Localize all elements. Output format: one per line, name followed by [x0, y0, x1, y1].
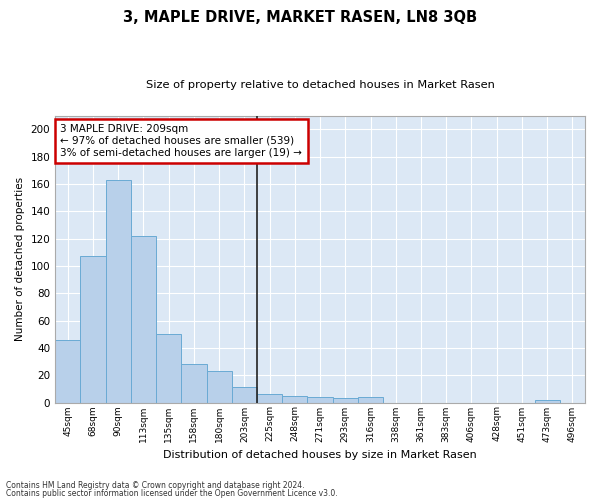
- Bar: [332, 398, 358, 402]
- Bar: [181, 364, 206, 403]
- Bar: [282, 396, 307, 402]
- Bar: [358, 397, 383, 402]
- Text: 3 MAPLE DRIVE: 209sqm
← 97% of detached houses are smaller (539)
3% of semi-deta: 3 MAPLE DRIVE: 209sqm ← 97% of detached …: [61, 124, 302, 158]
- Bar: [257, 394, 282, 402]
- Title: Size of property relative to detached houses in Market Rasen: Size of property relative to detached ho…: [146, 80, 494, 90]
- Text: Contains public sector information licensed under the Open Government Licence v3: Contains public sector information licen…: [6, 489, 338, 498]
- Bar: [206, 371, 232, 402]
- Bar: [80, 256, 106, 402]
- Bar: [535, 400, 560, 402]
- Bar: [307, 397, 332, 402]
- X-axis label: Distribution of detached houses by size in Market Rasen: Distribution of detached houses by size …: [163, 450, 477, 460]
- Bar: [106, 180, 131, 402]
- Bar: [55, 340, 80, 402]
- Bar: [131, 236, 156, 402]
- Bar: [232, 388, 257, 402]
- Y-axis label: Number of detached properties: Number of detached properties: [15, 177, 25, 341]
- Text: 3, MAPLE DRIVE, MARKET RASEN, LN8 3QB: 3, MAPLE DRIVE, MARKET RASEN, LN8 3QB: [123, 10, 477, 25]
- Bar: [156, 334, 181, 402]
- Text: Contains HM Land Registry data © Crown copyright and database right 2024.: Contains HM Land Registry data © Crown c…: [6, 480, 305, 490]
